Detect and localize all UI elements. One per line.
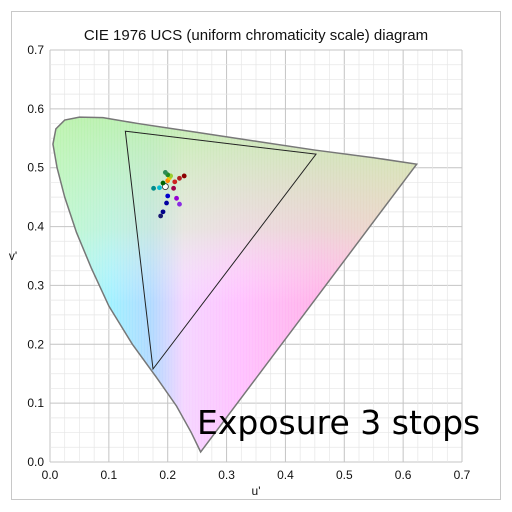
data-point [158,213,164,219]
x-tick-label: 0.7 [454,468,471,482]
data-points [151,170,187,219]
data-point [172,179,178,185]
spectral-locus [52,116,419,454]
data-point [174,195,179,201]
x-tick-label: 0.2 [159,468,176,482]
y-tick-label: 0.4 [27,220,44,234]
gamut-triangle [124,130,317,371]
exposure-overlay-text: Exposure 3 stops [197,403,480,442]
y-tick-label: 0.0 [27,455,44,469]
x-tick-label: 0.6 [395,468,412,482]
x-axis-label: u' [252,484,261,498]
y-tick-label: 0.6 [27,102,44,116]
x-tick-label: 0.3 [218,468,235,482]
x-tick-label: 0.0 [42,468,59,482]
data-point [181,173,187,179]
data-point [157,185,162,191]
y-tick-label: 0.7 [27,43,44,57]
data-point [165,193,171,199]
y-tick-label: 0.5 [27,161,44,175]
y-tick-label: 0.2 [27,337,44,351]
chart-title: CIE 1976 UCS (uniform chromaticity scale… [84,27,428,44]
data-point [160,209,166,215]
tick-labels: 0.0 0.1 0.2 0.3 0.4 0.5 0.6 0.7 0.0 0.1 0.2 0.3 0.4 0… [27,43,470,482]
x-tick-label: 0.5 [336,468,353,482]
data-point [160,180,166,186]
x-tick-label: 0.1 [101,468,118,482]
y-tick-label: 0.1 [27,396,44,410]
data-point [162,170,168,175]
data-point [151,185,156,191]
data-point [177,175,182,181]
data-point [164,200,169,206]
data-point [177,201,182,207]
x-tick-label: 0.4 [277,468,294,482]
y-axis-label: v' [9,249,17,263]
y-tick-label: 0.3 [27,278,44,292]
data-point [171,185,177,191]
